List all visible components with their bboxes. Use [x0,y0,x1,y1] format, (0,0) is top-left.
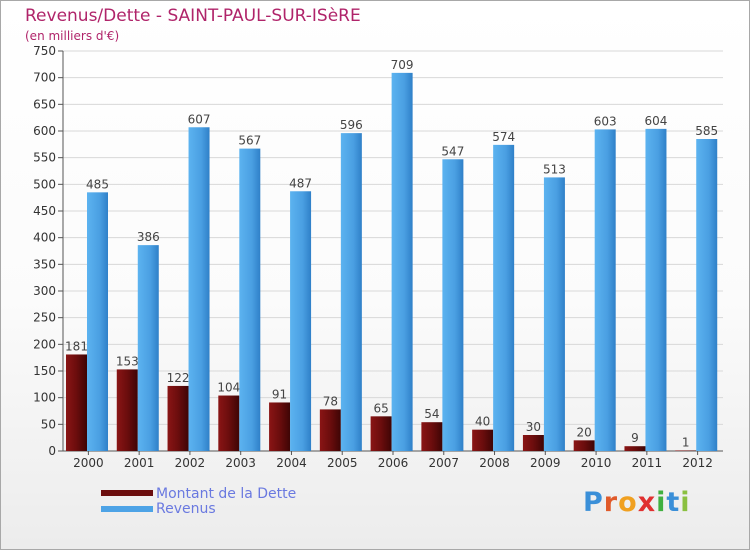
y-tick-label: 700 [33,71,56,85]
x-tick-label: 2001 [124,456,155,470]
bar-debt [370,416,392,451]
bar-revenue [543,177,565,451]
data-label-debt: 65 [373,401,388,415]
logo-letter: x [637,487,657,518]
x-tick-label: 2000 [73,456,104,470]
legend-swatch-revenue [101,506,153,512]
legend-swatch-debt [101,490,153,496]
data-label-revenue: 513 [543,162,566,176]
data-label-revenue: 574 [492,130,515,144]
y-tick-label: 600 [33,124,56,138]
bar-revenue [137,245,159,451]
bar-debt [167,385,189,451]
x-tick-label: 2007 [428,456,459,470]
bar-revenue [87,192,108,452]
chart-title: Revenus/Dette - SAINT-PAUL-SUR-ISèRE [25,6,361,26]
bar-debt [269,402,291,451]
data-label-debt: 40 [475,415,490,429]
y-tick-label: 350 [33,257,56,271]
y-tick-label: 0 [48,444,56,458]
data-label-debt: 1 [682,435,690,449]
data-label-revenue: 567 [238,134,261,148]
legend-label-debt: Montant de la Dette [156,486,297,502]
bar-debt [116,369,138,451]
data-label-debt: 181 [65,339,88,353]
bar-revenue [696,139,718,451]
logo-letter: i [680,487,691,518]
bar-debt [573,440,595,451]
bar-debt [66,354,87,451]
data-label-debt: 104 [217,381,240,395]
data-label-revenue: 596 [340,118,363,132]
y-tick-label: 650 [33,97,56,111]
data-label-debt: 153 [116,354,139,368]
logo-letter: o [618,487,638,518]
data-label-revenue: 547 [441,144,464,158]
data-label-revenue: 386 [137,230,160,244]
bar-revenue [188,127,210,452]
bar-revenue [290,191,312,451]
x-tick-label: 2010 [581,456,612,470]
bar-debt [624,446,646,451]
y-tick-label: 150 [33,364,56,378]
x-tick-label: 2012 [682,456,713,470]
x-tick-label: 2006 [378,456,409,470]
y-tick-label: 750 [33,44,56,58]
data-label-revenue: 585 [695,124,718,138]
y-tick-label: 200 [33,337,56,351]
data-label-debt: 20 [577,425,592,439]
y-tick-label: 50 [41,417,56,431]
logo-letter: i [656,487,667,518]
x-tick-label: 2004 [276,456,307,470]
bar-debt [675,450,697,451]
data-label-debt: 122 [167,371,190,385]
data-label-debt: 9 [631,431,639,445]
proxiti-logo: Proxiti [583,487,691,518]
data-label-debt: 78 [323,394,338,408]
bar-revenue [442,159,464,451]
x-tick-label: 2005 [327,456,358,470]
logo-letter: r [603,487,619,518]
bar-debt [319,409,341,451]
bar-debt [218,395,240,451]
bar-revenue [239,148,261,451]
y-tick-label: 450 [33,204,56,218]
x-tick-label: 2002 [175,456,206,470]
x-tick-label: 2011 [632,456,663,470]
legend-label-revenue: Revenus [156,501,216,517]
bar-revenue [391,72,413,451]
logo-letter: P [583,487,604,518]
y-tick-label: 300 [33,284,56,298]
data-label-revenue: 709 [391,58,414,72]
data-label-debt: 54 [424,407,439,421]
bar-debt [421,422,443,451]
bar-revenue [340,133,362,451]
y-tick-label: 100 [33,391,56,405]
data-label-revenue: 487 [289,176,312,190]
logo-letter: t [666,487,681,518]
x-tick-label: 2008 [479,456,510,470]
y-tick-label: 250 [33,311,56,325]
y-tick-label: 500 [33,177,56,191]
y-tick-label: 400 [33,231,56,245]
bar-revenue [594,129,616,451]
x-tick-label: 2003 [225,456,256,470]
data-label-revenue: 485 [86,177,109,191]
chart-subtitle: (en milliers d'€) [25,29,120,43]
bar-debt [522,435,544,451]
x-tick-label: 2009 [530,456,561,470]
data-label-debt: 30 [526,420,541,434]
bar-debt [472,429,494,451]
data-label-revenue: 607 [188,112,211,126]
data-label-debt: 91 [272,387,287,401]
data-label-revenue: 603 [594,114,617,128]
bar-revenue [645,128,667,451]
data-label-revenue: 604 [645,114,668,128]
y-tick-label: 550 [33,151,56,165]
bar-revenue [493,144,515,451]
